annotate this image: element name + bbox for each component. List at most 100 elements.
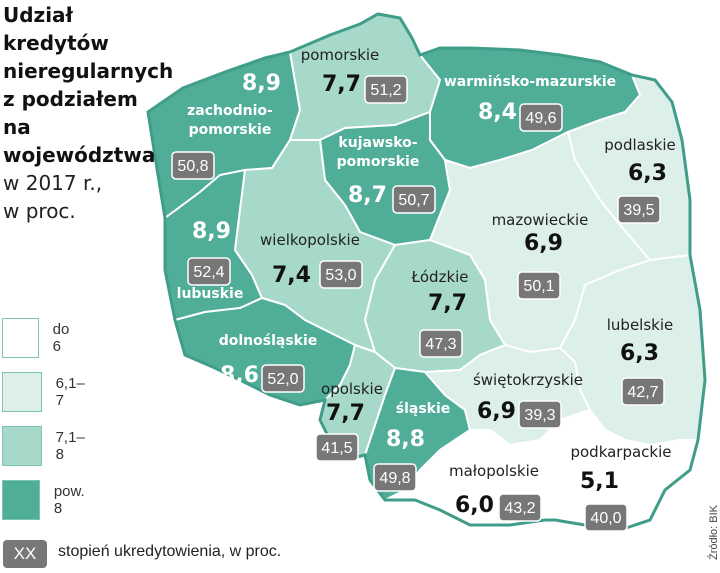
credit-value: 52,4 — [193, 264, 224, 281]
legend-badge: XX — [3, 540, 47, 568]
title-line: województwa — [3, 143, 156, 167]
credit-value: 51,2 — [370, 82, 401, 99]
region-label-malopolskie: małopolskie 6,0 43,2 — [449, 462, 542, 522]
legend-label: 6,1–7 — [55, 375, 85, 409]
region-name: małopolskie — [449, 462, 539, 480]
region-name: kujawsko- — [338, 135, 417, 151]
credit-value: 41,5 — [321, 440, 352, 457]
title-subline: w proc. — [3, 199, 76, 223]
region-label-pomorskie: pomorskie 7,7 51,2 — [301, 46, 408, 104]
credit-value: 53,0 — [325, 267, 356, 284]
credit-badge — [517, 271, 561, 300]
region-label-lubelskie: lubelskie 6,3 42,7 — [607, 316, 673, 406]
region-label-kujawsko-pomorskie: kujawsko-pomorskie 8,7 50,7 — [337, 135, 436, 214]
region-label-slaskie: śląskie 8,8 49,8 — [373, 401, 451, 492]
region-value: 6,0 — [455, 493, 494, 518]
region-label-dolnoslaskie: dolnośląskie 8,6 52,0 — [219, 333, 318, 393]
credit-badge — [171, 151, 215, 180]
legend-swatch — [2, 480, 40, 520]
credit-badge — [364, 75, 408, 104]
legend-swatch — [2, 372, 42, 412]
credit-badge — [392, 185, 436, 214]
credit-badge — [315, 433, 359, 462]
region-value: 6,9 — [477, 399, 516, 424]
region-value: 8,6 — [220, 363, 259, 388]
legend-swatch — [2, 318, 39, 358]
region-name: dolnośląskie — [219, 333, 318, 349]
title-line: na — [3, 115, 31, 139]
legend-label: pow. 8 — [53, 483, 85, 517]
legend-badge-label: stopień ukredytowienia, w proc. — [58, 543, 282, 560]
region-name: pomorskie — [301, 46, 380, 64]
region-value: 6,3 — [628, 161, 667, 186]
region-value: 6,3 — [620, 341, 659, 366]
region-name: pomorskie — [189, 122, 272, 138]
credit-badge — [518, 400, 562, 429]
credit-value: 43,2 — [504, 500, 535, 517]
region-name: podlaskie — [604, 136, 675, 154]
region-name: podkarpackie — [570, 443, 671, 461]
region-label-warminsko-mazurskie: warmińsko-mazurskie 8,4 49,6 — [444, 74, 616, 132]
region-name: warmińsko-mazurskie — [444, 74, 616, 90]
title-line: z podziałem — [3, 87, 138, 111]
source-note: Źródło: BIK — [708, 504, 720, 560]
region-value: 5,1 — [580, 469, 619, 494]
credit-badge — [373, 463, 417, 492]
region-value: 8,4 — [478, 100, 517, 125]
region-value: 6,9 — [524, 231, 563, 256]
legend-label: do 6 — [52, 321, 70, 355]
region-value: 7,4 — [272, 263, 311, 288]
country-outline — [146, 12, 707, 532]
region-value: 7,7 — [428, 291, 467, 316]
credit-badge — [617, 195, 661, 224]
region-value: 8,8 — [386, 427, 425, 452]
credit-value: 39,5 — [623, 202, 654, 219]
title-subline: w 2017 r., — [3, 171, 103, 195]
credit-badge — [584, 503, 628, 532]
credit-value: 39,3 — [524, 407, 555, 424]
region-label-opolskie: opolskie 7,7 41,5 — [315, 380, 383, 462]
legend-label: 7,1–8 — [55, 429, 85, 463]
region-value: 8,7 — [348, 183, 387, 208]
credit-value: 49,8 — [379, 470, 410, 487]
credit-badge — [187, 257, 231, 286]
region-value: 8,9 — [192, 219, 231, 244]
region-name: świętokrzyskie — [473, 371, 583, 389]
labels-layer: zachodnio-pomorskie 8,9 50,8 pomorskie 7,7 51… — [171, 46, 676, 532]
title-line: nieregularnych — [3, 59, 174, 83]
region-name: lubuskie — [177, 286, 244, 302]
credit-badge — [261, 364, 305, 393]
legend-item: do 6 — [2, 318, 77, 358]
region-label-mazowieckie: mazowieckie 6,9 50,1 — [492, 211, 588, 300]
region-label-wielkopolskie: wielkopolskie 7,4 53,0 — [260, 231, 363, 289]
map-title: Udział kredytów nieregularnych z podział… — [3, 1, 174, 225]
region-name: zachodnio- — [187, 103, 273, 119]
title-line: Udział — [3, 3, 73, 27]
region-label-swietokrzyskie: świętokrzyskie 6,9 39,3 — [473, 371, 583, 429]
credit-value: 40,0 — [590, 510, 621, 527]
region-label-lubuskie: lubuskie 8,9 52,4 — [177, 219, 244, 302]
region-label-lodzkie: Łódzkie 7,7 47,3 — [410, 268, 469, 358]
region-value: 7,7 — [322, 72, 361, 97]
credit-badge — [498, 493, 542, 522]
region-name: śląskie — [396, 401, 451, 417]
region-label-zachodniopomorskie: zachodnio-pomorskie 8,9 50,8 — [171, 71, 281, 180]
credit-value: 52,0 — [267, 371, 298, 388]
credit-value: 50,7 — [398, 192, 429, 209]
region-label-podkarpackie: podkarpackie 5,1 40,0 — [570, 443, 672, 532]
region-value: 8,9 — [242, 71, 281, 96]
credit-value: 42,7 — [627, 384, 658, 401]
region-label-podlaskie: podlaskie 6,3 39,5 — [604, 136, 676, 224]
credit-value: 50,1 — [523, 278, 554, 295]
credit-badge — [519, 103, 563, 132]
legend-swatch — [2, 426, 42, 466]
credit-badge — [419, 329, 463, 358]
credit-value: 47,3 — [425, 336, 456, 353]
region-value: 7,7 — [326, 401, 365, 426]
credit-value: 49,6 — [525, 110, 556, 127]
legend-item: 6,1–7 — [2, 372, 89, 412]
legend-item: 7,1–8 — [2, 426, 89, 466]
credit-badge — [621, 377, 665, 406]
legend-item: pow. 8 — [2, 480, 91, 520]
